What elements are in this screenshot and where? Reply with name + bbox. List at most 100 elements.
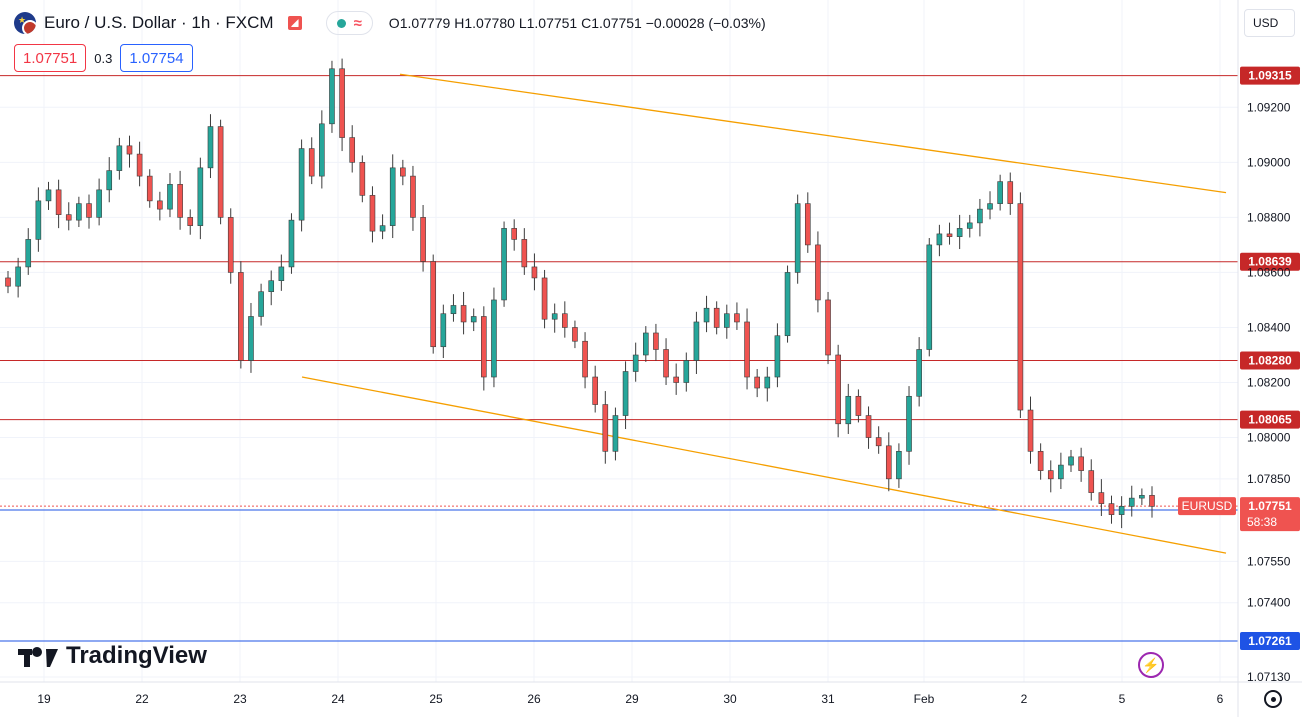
candle-body xyxy=(359,162,366,196)
candle xyxy=(227,208,234,284)
candle xyxy=(1088,459,1095,501)
candle xyxy=(1027,396,1034,464)
candle-body xyxy=(460,305,467,323)
ohlc-open: 1.07779 xyxy=(399,15,451,31)
candle-body xyxy=(207,126,214,169)
tradingview-logo[interactable]: TradingView xyxy=(18,642,207,670)
candle-body xyxy=(875,437,882,447)
candle-body xyxy=(1088,470,1095,493)
candle-body xyxy=(86,203,92,218)
candle xyxy=(845,383,852,434)
candle xyxy=(987,191,993,220)
candle-body xyxy=(430,261,437,348)
x-tick-label: 29 xyxy=(625,692,639,706)
symbol-title[interactable]: Euro / U.S. Dollar · 1h · FXCM xyxy=(44,13,274,32)
candle xyxy=(521,228,528,275)
candle-body xyxy=(45,189,52,202)
candle xyxy=(1017,192,1024,419)
settings-gear-icon[interactable] xyxy=(1262,688,1284,710)
candle xyxy=(966,214,973,238)
candle-body xyxy=(389,167,396,226)
symbol-tag-label: EURUSD xyxy=(1182,499,1233,513)
candle-body xyxy=(65,214,72,221)
candle xyxy=(683,352,690,392)
candle xyxy=(592,365,598,413)
status-pill[interactable]: ≈ xyxy=(325,11,373,35)
candle xyxy=(5,271,11,294)
candle xyxy=(126,135,133,168)
candle xyxy=(926,238,933,357)
symbol-header: ★ Euro / U.S. Dollar · 1h · FXCM ≈ O1.07… xyxy=(14,10,766,36)
candle xyxy=(379,214,386,240)
candle-body xyxy=(329,68,335,125)
candle-body xyxy=(1078,456,1084,471)
candle xyxy=(187,209,194,235)
candle-body xyxy=(349,137,356,163)
chart-type-icon[interactable] xyxy=(287,16,302,30)
candle xyxy=(774,323,781,388)
candle xyxy=(744,308,750,390)
candle-body xyxy=(248,316,254,361)
level-price-label: 1.09315 xyxy=(1248,69,1292,83)
candle-body xyxy=(754,376,760,389)
candle-body xyxy=(643,332,649,356)
candle-body xyxy=(1139,495,1145,499)
candle-body xyxy=(450,305,457,315)
ohlc-low-label: L xyxy=(518,15,527,31)
candle-body xyxy=(774,335,781,378)
candle xyxy=(45,181,52,210)
flash-icon[interactable]: ⚡ xyxy=(1138,652,1164,678)
candle-body xyxy=(825,299,831,356)
candle-body xyxy=(693,321,700,361)
y-tick-label: 1.08200 xyxy=(1247,376,1291,390)
candle-body xyxy=(531,266,538,279)
currency-selector[interactable]: USD xyxy=(1244,9,1295,37)
candle xyxy=(278,254,285,291)
buy-button[interactable]: 1.07754 xyxy=(120,44,193,72)
channel-trendline xyxy=(301,376,1227,554)
sell-button[interactable]: 1.07751 xyxy=(14,44,87,72)
candle-body xyxy=(288,219,295,268)
candle-body xyxy=(227,217,234,273)
candle xyxy=(754,369,760,398)
candle xyxy=(663,338,669,385)
candle-body xyxy=(673,376,679,383)
candle-body xyxy=(76,203,82,221)
candle xyxy=(1118,496,1125,529)
level-price-label: 1.08639 xyxy=(1248,255,1292,269)
candle xyxy=(136,141,143,187)
candle-body xyxy=(1027,409,1034,452)
candle-body xyxy=(946,233,953,237)
candle-body xyxy=(278,266,285,281)
candle-body xyxy=(146,175,153,202)
candle xyxy=(997,174,1003,211)
candle xyxy=(1098,479,1105,516)
candle xyxy=(197,157,204,240)
candle-body xyxy=(794,203,801,273)
candle xyxy=(1078,447,1084,482)
candle xyxy=(875,426,882,454)
candle-body xyxy=(815,244,821,301)
candle-body xyxy=(217,126,224,218)
y-tick-label: 1.07400 xyxy=(1247,596,1291,610)
candle-body xyxy=(1037,451,1044,471)
candle xyxy=(288,213,295,274)
candle xyxy=(1047,460,1054,493)
candle xyxy=(420,205,426,272)
candle xyxy=(835,344,841,438)
candle xyxy=(804,192,811,253)
candle xyxy=(1128,485,1135,517)
candle-body xyxy=(926,244,933,350)
candle xyxy=(217,119,224,225)
candle xyxy=(693,311,700,374)
candle-body xyxy=(187,217,194,226)
ohlc-low: 1.07751 xyxy=(526,15,578,31)
candle-body xyxy=(784,272,791,337)
x-tick-label: Feb xyxy=(914,692,935,706)
level-price-tag xyxy=(1240,252,1300,271)
candle xyxy=(481,306,487,391)
level-price-label: 1.08065 xyxy=(1248,413,1292,427)
candle-body xyxy=(612,415,619,452)
candle-body xyxy=(298,148,305,221)
